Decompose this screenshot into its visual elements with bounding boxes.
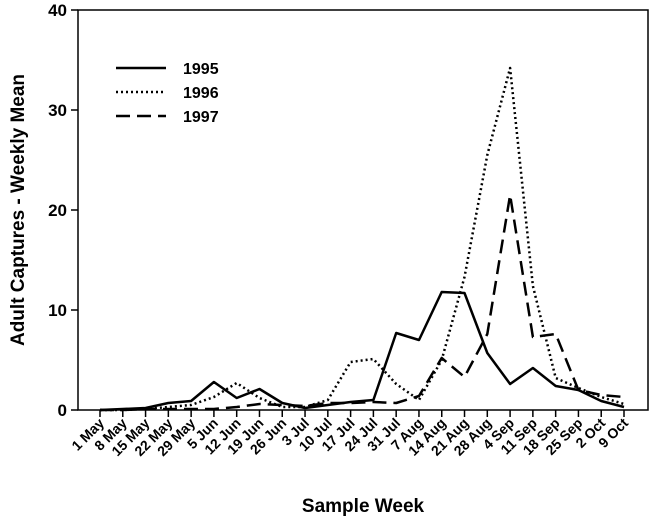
- series-lines: [99, 66, 625, 412]
- legend: 1995 1996 1997: [116, 61, 219, 126]
- x-axis-label: Sample Week: [302, 496, 425, 517]
- y-tick-label: 40: [48, 1, 67, 20]
- y-axis-label: Adult Captures - Weekly Mean: [8, 74, 29, 346]
- series-line-1996: [100, 66, 625, 412]
- legend-label-1997: 1997: [183, 109, 219, 126]
- legend-label-1996: 1996: [183, 85, 219, 102]
- y-tick-label: 0: [58, 401, 67, 420]
- y-tick-label: 10: [48, 301, 67, 320]
- y-axis: 0 10 20 30 40: [48, 1, 78, 420]
- legend-label-1995: 1995: [183, 61, 219, 78]
- y-tick-label: 20: [48, 201, 67, 220]
- y-tick-label: 30: [48, 101, 67, 120]
- series-line-1997: [100, 193, 625, 412]
- series-line-1995: [99, 290, 625, 412]
